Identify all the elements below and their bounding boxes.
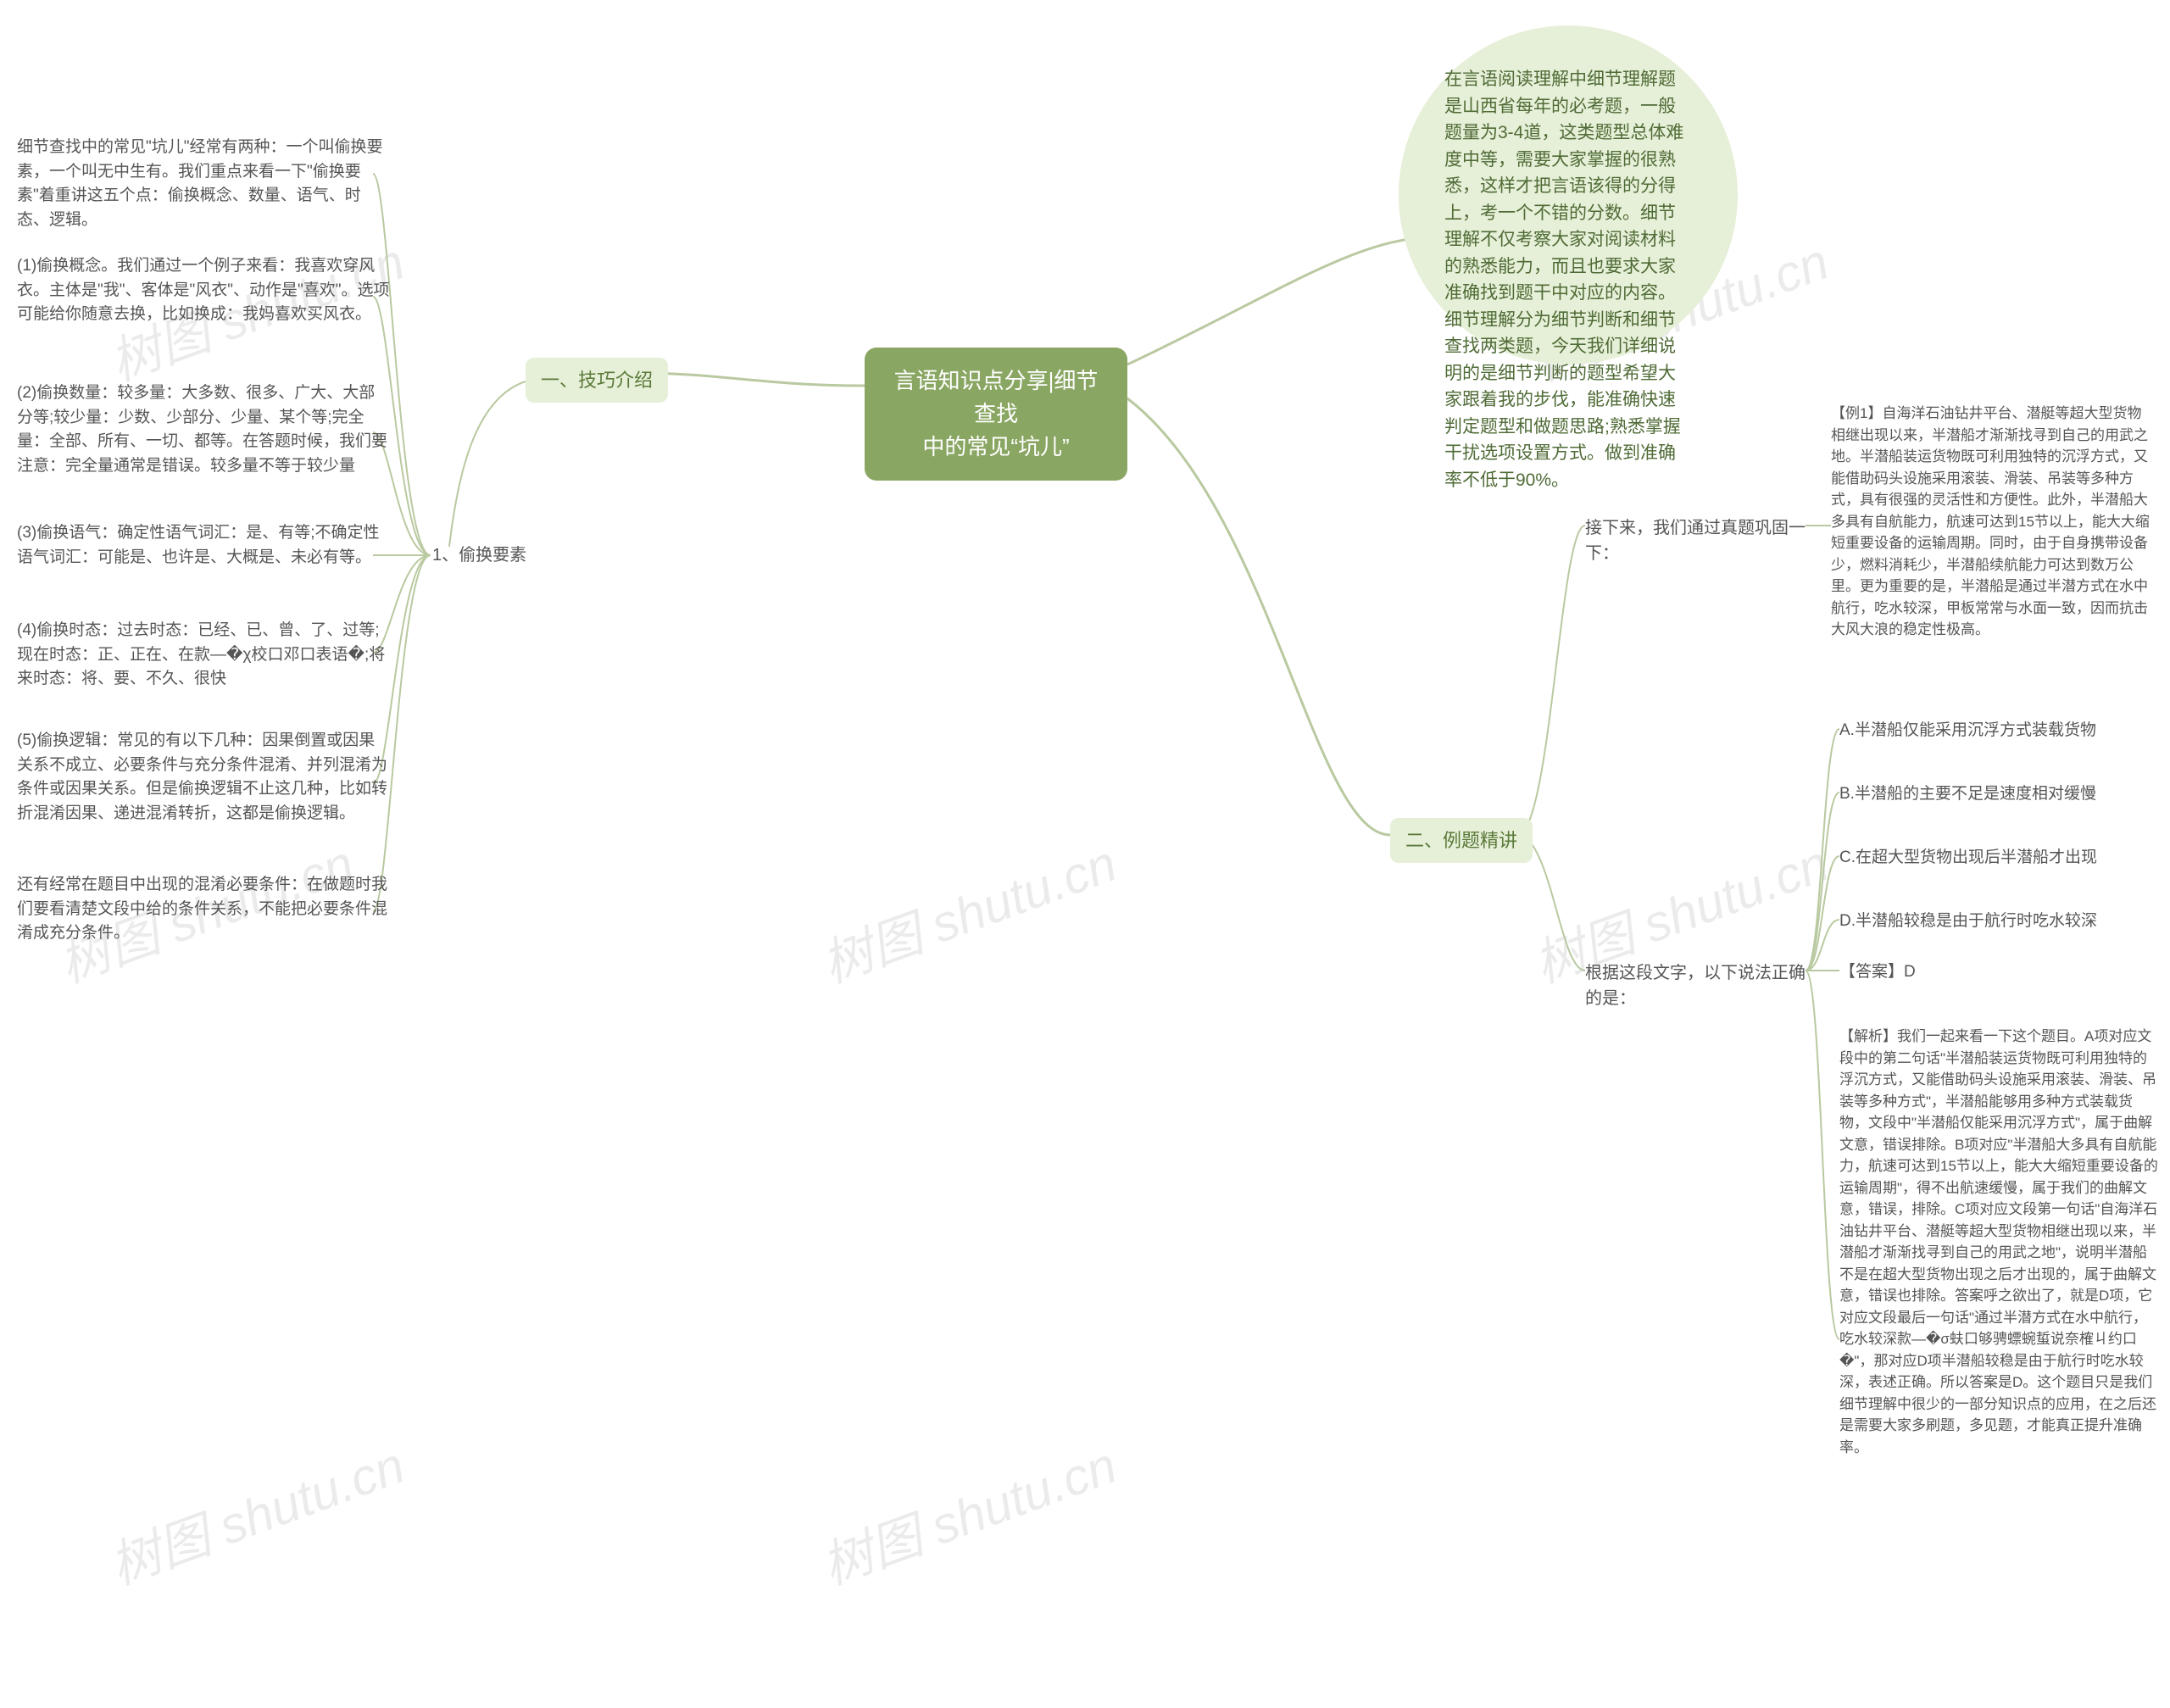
leaf-swap-tense: (4)偷换时态：过去时态：已经、已、曾、了、过等;现在时态：正、正在、在款—�χ… — [17, 619, 390, 692]
watermark: 树图 shutu.cn — [810, 822, 1125, 997]
answer: 【答案】D — [1839, 960, 1916, 985]
option-a: A.半潜船仅能采用沉浮方式装载货物 — [1839, 719, 2096, 743]
question-label: 根据这段文字，以下说法正确的是： — [1585, 960, 1806, 1011]
leaf-swap-tone: (3)偷换语气：确定性语气词汇：是、有等;不确定性语气词汇：可能是、也许是、大概… — [17, 521, 390, 570]
leaf-swap-logic: (5)偷换逻辑：常见的有以下几种：因果倒置或因果关系不成立、必要条件与充分条件混… — [17, 729, 390, 826]
leaf-necessary-condition: 还有经常在题目中出现的混淆必要条件：在做题时我们要看清楚文段中给的条件关系，不能… — [17, 873, 390, 946]
branch-examples: 二、例题精讲 — [1390, 818, 1533, 863]
root-node: 言语知识点分享|细节查找 中的常见“坑儿” — [865, 348, 1127, 481]
leaf-swap-concept: (1)偷换概念。我们通过一个例子来看：我喜欢穿风衣。主体是"我"、客体是"风衣"… — [17, 254, 390, 327]
watermark: 树图 shutu.cn — [98, 1424, 413, 1599]
watermark: 树图 shutu.cn — [810, 1424, 1125, 1599]
example-intro-label: 接下来，我们通过真题巩固一下： — [1585, 515, 1806, 566]
leaf-swap-quantity: (2)偷换数量：较多量：大多数、很多、广大、大部分等;较少量：少数、少部分、少量… — [17, 381, 390, 478]
sub-swap-elements: 1、偷换要素 — [432, 542, 526, 568]
explanation: 【解析】我们一起来看一下这个题目。A项对应文段中的第二句话"半潜船装运货物既可利… — [1839, 1026, 2162, 1458]
branch-techniques: 一、技巧介绍 — [526, 358, 668, 403]
root-title-line2: 中的常见“坑儿” — [887, 431, 1105, 464]
example-text: 【例1】自海洋石油钻井平台、潜艇等超大型货物相继出现以来，半潜船才渐渐找寻到自己… — [1831, 403, 2153, 641]
leaf-intro-swap: 细节查找中的常见"坑儿"经常有两种：一个叫偷换要素，一个叫无中生有。我们重点来看… — [17, 136, 390, 232]
option-c: C.在超大型货物出现后半潜船才出现 — [1839, 846, 2097, 871]
intro-bubble: 在言语阅读理解中细节理解题是山西省每年的必考题，一般题量为3-4道，这类题型总体… — [1399, 25, 1738, 364]
option-b: B.半潜船的主要不足是速度相对缓慢 — [1839, 782, 2096, 807]
root-title-line1: 言语知识点分享|细节查找 — [887, 364, 1105, 431]
option-d: D.半潜船较稳是由于航行时吃水较深 — [1839, 910, 2097, 934]
